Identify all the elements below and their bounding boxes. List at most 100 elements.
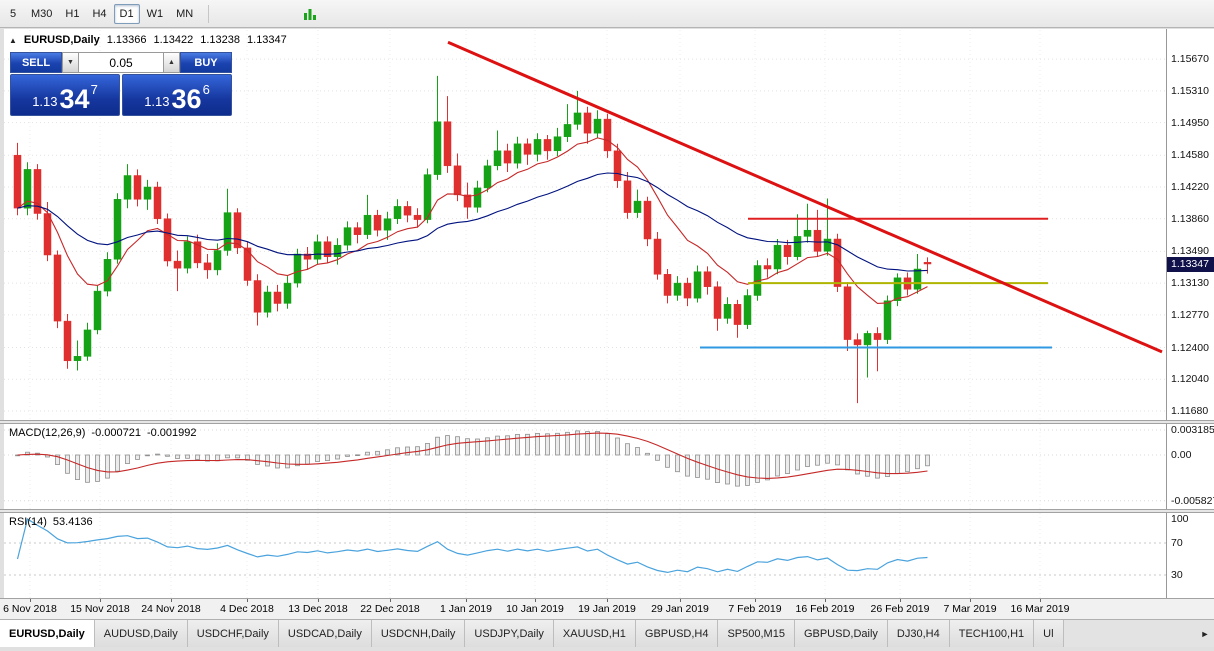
macd-tick-label: 0.00 (1171, 449, 1192, 461)
candle-body (603, 118, 612, 152)
macd-bar (825, 454, 830, 464)
tab-usdjpy-daily[interactable]: USDJPY,Daily (465, 620, 554, 647)
green-bars-icon[interactable] (300, 4, 320, 24)
date-tick-label: 19 Jan 2019 (578, 603, 636, 615)
date-tick-label: 16 Feb 2019 (795, 603, 855, 615)
sell-price-button[interactable]: 1.13 34 7 (10, 74, 120, 116)
macd-value-main: -0.000721 (91, 427, 141, 439)
macd-bar (795, 454, 800, 471)
timeframe-button-h4[interactable]: H4 (92, 7, 107, 20)
macd-bar (525, 433, 530, 456)
timeframe-button-w1[interactable]: W1 (146, 7, 164, 20)
candle-body (563, 124, 572, 137)
macd-bar (195, 454, 200, 460)
macd-bar (295, 454, 300, 467)
macd-bar (885, 454, 890, 478)
tab-scroll-right-icon[interactable]: ► (1200, 628, 1210, 639)
macd-bar (145, 454, 150, 457)
green-bars-glyph (304, 8, 317, 20)
candle-body (883, 300, 892, 340)
macd-bar (745, 454, 750, 486)
collapse-arrow-icon[interactable]: ▲ (9, 35, 17, 45)
price-scale-column[interactable]: 1.13347 1.15670 1.15310 1.14950 1.14580 1.14… (1167, 29, 1214, 598)
candle-body (323, 241, 332, 257)
macd-indicator-chart[interactable] (4, 424, 1166, 509)
candle-body (433, 121, 442, 175)
tab-ul[interactable]: Ul (1034, 620, 1064, 647)
candle-body (353, 227, 362, 235)
macd-bar (255, 454, 260, 465)
macd-panel-splitter[interactable] (0, 420, 1214, 424)
candle-body (73, 356, 82, 361)
tab-eurusd-daily[interactable]: EURUSD,Daily (0, 620, 95, 647)
volume-increase-icon[interactable]: ▲ (163, 52, 180, 73)
buy-button[interactable]: BUY (180, 52, 232, 73)
candle-body (703, 271, 712, 287)
rsi-name: RSI(14) (9, 516, 47, 528)
timeframe-button-h1[interactable]: H1 (65, 7, 80, 20)
macd-bar (575, 430, 580, 456)
candle-body (833, 238, 842, 287)
candle-body (453, 165, 462, 196)
price-tick-label: 1.14220 (1171, 180, 1209, 193)
tab-sp500-m15[interactable]: SP500,M15 (718, 620, 795, 647)
time-tick-mark (755, 599, 756, 602)
candle-body (863, 333, 872, 346)
tab-gbpusd-h4[interactable]: GBPUSD,H4 (635, 620, 719, 647)
candle-body (263, 291, 272, 313)
price-tick-label: 1.12040 (1171, 373, 1209, 386)
tab-usdcad-daily[interactable]: USDCAD,Daily (278, 620, 372, 647)
tab-audusd-daily[interactable]: AUDUSD,Daily (94, 620, 188, 647)
candle-body (373, 214, 382, 231)
candle-body (313, 241, 322, 260)
current-price-badge: 1.13347 (1167, 256, 1214, 272)
buy-price-button[interactable]: 1.13 36 6 (122, 74, 232, 116)
rsi-value: 53.4136 (52, 516, 93, 528)
candle-body (43, 213, 52, 256)
macd-bar (165, 454, 170, 457)
macd-bar (755, 454, 760, 483)
candle-body (463, 194, 472, 208)
tab-dj30-h4[interactable]: DJ30,H4 (887, 620, 950, 647)
macd-bar (25, 451, 30, 456)
macd-bar (545, 433, 550, 456)
candle-body (653, 238, 662, 275)
tab-xauusd-h1[interactable]: XAUUSD,H1 (553, 620, 636, 647)
descending-trendline[interactable] (447, 40, 1163, 354)
macd-bar (695, 454, 700, 478)
timeframe-button-5[interactable]: 5 (9, 7, 17, 20)
volume-input[interactable] (79, 52, 163, 73)
macd-bar (265, 454, 270, 467)
candle-body (733, 304, 742, 325)
sell-button[interactable]: SELL (10, 52, 62, 73)
volume-decrease-icon[interactable]: ▼ (62, 52, 79, 73)
candle-body (333, 244, 342, 257)
candle-body (423, 174, 432, 220)
macd-bar (505, 435, 510, 456)
tab-gbpusd-daily[interactable]: GBPUSD,Daily (794, 620, 888, 647)
time-scale[interactable]: 6 Nov 2018 15 Nov 2018 24 Nov 2018 4 Dec 20… (0, 598, 1214, 619)
candle-body (363, 214, 372, 235)
timeframe-button-m30[interactable]: M30 (31, 7, 53, 20)
macd-bar (905, 454, 910, 473)
candle-body (623, 180, 632, 213)
macd-bar (635, 447, 640, 456)
candle-body (123, 175, 132, 200)
macd-bar (325, 454, 330, 461)
rsi-indicator-chart[interactable] (4, 513, 1166, 598)
candle-body (693, 271, 702, 299)
price-tick-label: 1.13130 (1171, 277, 1209, 290)
tab-usdcnh-daily[interactable]: USDCNH,Daily (371, 620, 466, 647)
chart-ohlc-header: ▲ EURUSD,Daily 1.13366 1.13422 1.13238 1… (9, 34, 287, 46)
macd-bar (465, 438, 470, 456)
time-tick-mark (1040, 599, 1041, 602)
macd-histogram-layer (15, 430, 930, 487)
date-tick-label: 7 Mar 2019 (943, 603, 997, 615)
tab-usdchf-daily[interactable]: USDCHF,Daily (187, 620, 279, 647)
rsi-panel-splitter[interactable] (0, 509, 1214, 513)
candle-body (113, 199, 122, 260)
tab-tech100-h1[interactable]: TECH100,H1 (949, 620, 1035, 647)
timeframe-button-d1[interactable]: D1 (113, 3, 140, 24)
macd-bar (385, 449, 390, 456)
timeframe-button-mn[interactable]: MN (176, 7, 194, 20)
